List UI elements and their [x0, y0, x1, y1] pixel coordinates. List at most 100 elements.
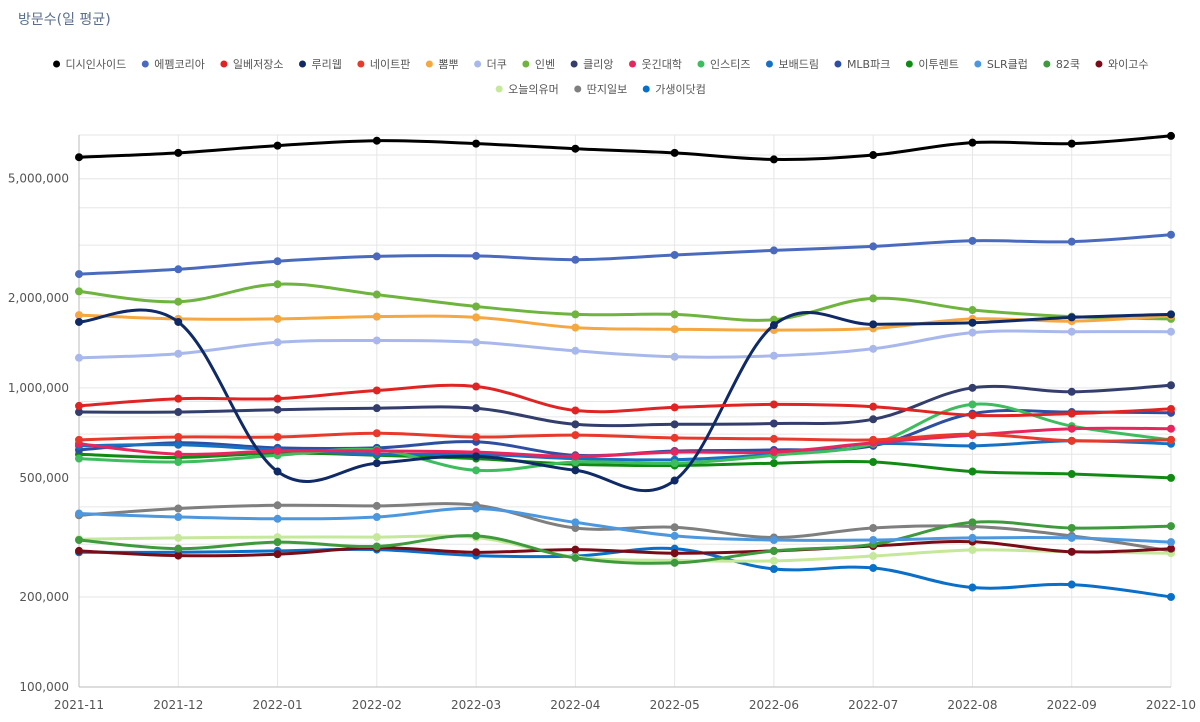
- legend-item-20[interactable]: 가생이닷컴: [642, 83, 706, 96]
- data-point[interactable]: [372, 459, 381, 468]
- data-point[interactable]: [1067, 409, 1076, 418]
- data-point[interactable]: [571, 553, 580, 562]
- legend-item-17[interactable]: 와이고수: [1095, 58, 1148, 71]
- data-point[interactable]: [472, 382, 481, 391]
- data-point[interactable]: [571, 452, 580, 461]
- data-point[interactable]: [75, 546, 83, 555]
- data-point[interactable]: [571, 346, 580, 355]
- data-point[interactable]: [174, 440, 183, 449]
- data-point[interactable]: [273, 314, 282, 323]
- data-point[interactable]: [869, 294, 878, 303]
- data-point[interactable]: [869, 320, 878, 329]
- data-point[interactable]: [1167, 404, 1175, 413]
- data-point[interactable]: [472, 251, 481, 260]
- data-point[interactable]: [75, 287, 83, 296]
- legend-item-4[interactable]: 루리웹: [299, 58, 342, 71]
- data-point[interactable]: [472, 504, 481, 513]
- data-point[interactable]: [273, 405, 282, 414]
- data-point[interactable]: [968, 236, 977, 245]
- data-point[interactable]: [1167, 327, 1175, 336]
- data-point[interactable]: [1067, 327, 1076, 336]
- data-point[interactable]: [869, 344, 878, 353]
- data-point[interactable]: [571, 518, 580, 527]
- data-point[interactable]: [1067, 139, 1076, 148]
- data-point[interactable]: [472, 302, 481, 311]
- data-point[interactable]: [372, 404, 381, 413]
- data-point[interactable]: [472, 548, 481, 557]
- legend-item-12[interactable]: 보배드림: [765, 58, 819, 71]
- data-point[interactable]: [1167, 310, 1175, 319]
- data-point[interactable]: [174, 408, 183, 417]
- data-point[interactable]: [869, 435, 878, 444]
- data-point[interactable]: [769, 419, 778, 428]
- data-point[interactable]: [472, 404, 481, 413]
- data-point[interactable]: [273, 432, 282, 441]
- data-point[interactable]: [372, 290, 381, 299]
- data-point[interactable]: [372, 386, 381, 395]
- data-point[interactable]: [273, 538, 282, 547]
- data-point[interactable]: [670, 476, 679, 485]
- data-point[interactable]: [769, 546, 778, 555]
- data-point[interactable]: [571, 420, 580, 429]
- legend-item-2[interactable]: 에펨코리아: [141, 58, 205, 71]
- data-point[interactable]: [571, 431, 580, 440]
- data-point[interactable]: [968, 411, 977, 420]
- legend-item-15[interactable]: SLR클럽: [974, 57, 1028, 71]
- data-point[interactable]: [769, 434, 778, 443]
- data-point[interactable]: [869, 242, 878, 251]
- data-point[interactable]: [869, 151, 878, 160]
- data-point[interactable]: [174, 394, 183, 403]
- data-point[interactable]: [968, 328, 977, 337]
- data-point[interactable]: [1167, 230, 1175, 239]
- data-point[interactable]: [670, 549, 679, 558]
- data-point[interactable]: [769, 155, 778, 164]
- data-point[interactable]: [472, 338, 481, 347]
- data-point[interactable]: [869, 458, 878, 467]
- data-point[interactable]: [174, 265, 183, 274]
- data-point[interactable]: [769, 564, 778, 573]
- data-point[interactable]: [174, 349, 183, 358]
- data-point[interactable]: [372, 336, 381, 345]
- data-point[interactable]: [174, 432, 183, 441]
- legend-item-6[interactable]: 뽐뿌: [425, 58, 459, 71]
- legend-item-8[interactable]: 인벤: [522, 58, 555, 71]
- data-point[interactable]: [174, 544, 183, 553]
- data-point[interactable]: [571, 406, 580, 415]
- data-point[interactable]: [571, 323, 580, 332]
- data-point[interactable]: [1067, 387, 1076, 396]
- data-point[interactable]: [869, 523, 878, 532]
- data-point[interactable]: [670, 310, 679, 319]
- data-point[interactable]: [174, 504, 183, 513]
- data-point[interactable]: [472, 313, 481, 322]
- data-point[interactable]: [75, 353, 83, 362]
- data-point[interactable]: [273, 338, 282, 347]
- data-point[interactable]: [571, 545, 580, 554]
- data-point[interactable]: [174, 458, 183, 467]
- data-point[interactable]: [670, 531, 679, 540]
- data-point[interactable]: [273, 394, 282, 403]
- data-point[interactable]: [273, 550, 282, 559]
- data-point[interactable]: [869, 402, 878, 411]
- legend-item-3[interactable]: 일베저장소: [220, 57, 284, 71]
- data-point[interactable]: [472, 531, 481, 540]
- data-point[interactable]: [968, 546, 977, 555]
- data-point[interactable]: [1167, 473, 1175, 482]
- data-point[interactable]: [75, 454, 83, 463]
- data-point[interactable]: [769, 246, 778, 255]
- data-point[interactable]: [75, 509, 83, 518]
- data-point[interactable]: [1167, 131, 1175, 140]
- legend-item-10[interactable]: 웃긴대학: [628, 58, 682, 71]
- legend-item-18[interactable]: 오늘의유머: [495, 83, 559, 96]
- data-point[interactable]: [571, 466, 580, 475]
- data-point[interactable]: [372, 501, 381, 510]
- data-point[interactable]: [1067, 547, 1076, 556]
- data-point[interactable]: [1067, 580, 1076, 589]
- data-point[interactable]: [968, 533, 977, 542]
- data-point[interactable]: [869, 563, 878, 572]
- data-point[interactable]: [1067, 436, 1076, 445]
- data-point[interactable]: [174, 297, 183, 306]
- legend-item-9[interactable]: 클리앙: [570, 58, 614, 71]
- data-point[interactable]: [472, 432, 481, 441]
- data-point[interactable]: [1167, 381, 1175, 390]
- data-point[interactable]: [670, 325, 679, 334]
